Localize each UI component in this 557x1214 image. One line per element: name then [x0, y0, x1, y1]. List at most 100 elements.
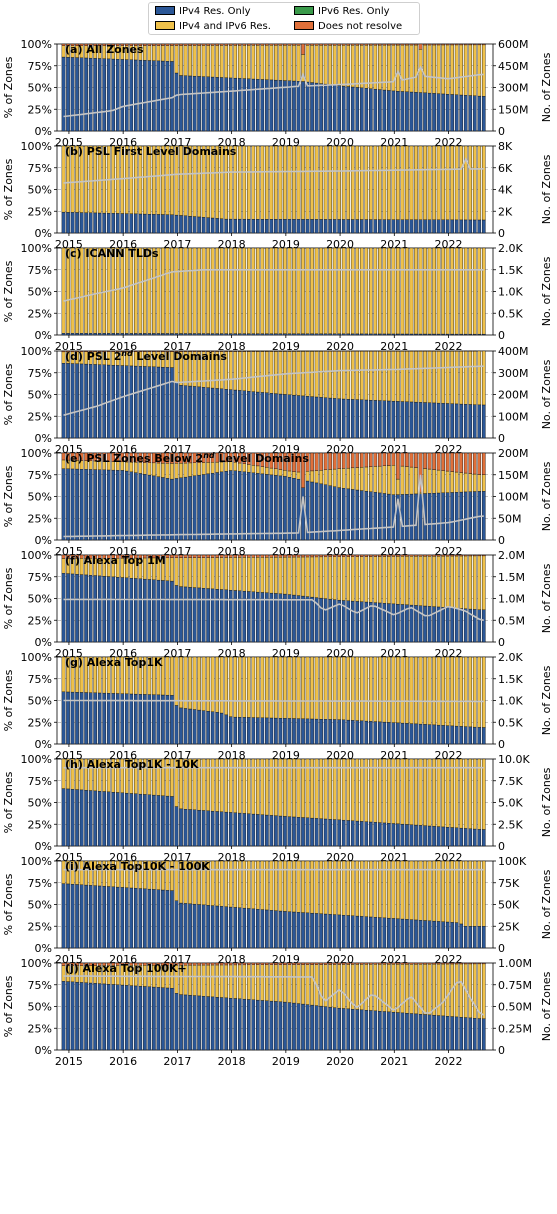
bar-ipv4 [246, 218, 251, 234]
bar-both [454, 963, 459, 1018]
bar-both [161, 860, 165, 891]
bar-none [179, 452, 183, 464]
bar-none [228, 43, 233, 46]
bar-none [409, 43, 414, 46]
bar-ipv4 [391, 722, 396, 745]
y-tick-label: 75% [28, 162, 52, 175]
bar-both [97, 860, 102, 887]
bar-none [210, 554, 215, 558]
bar-ipv4 [274, 910, 278, 949]
bar-none [188, 554, 192, 558]
bar-none [305, 962, 310, 965]
chart-title: (a) All Zones [65, 43, 144, 56]
bar-none [228, 962, 233, 966]
bar-both [269, 656, 274, 719]
bar-ipv4 [210, 76, 215, 132]
bar-none [287, 554, 292, 558]
bar-ipv4 [156, 795, 161, 847]
bar-ipv4 [391, 219, 396, 234]
bar-ipv4 [192, 587, 197, 643]
bar-both [287, 145, 292, 220]
bar-ipv4 [147, 333, 152, 336]
bar-ipv4 [61, 363, 66, 439]
bar-none [287, 962, 292, 965]
bar-ipv4 [400, 722, 405, 745]
bar-ipv4 [472, 609, 477, 643]
bar-both [93, 145, 97, 214]
bar-ipv4 [174, 333, 179, 336]
bar-none [156, 43, 161, 46]
bar-both [134, 656, 138, 695]
bar-ipv4 [427, 825, 432, 847]
bar-both [183, 557, 188, 588]
bar-none [233, 452, 238, 463]
bar-ipv4 [66, 468, 70, 541]
bar-both [459, 350, 463, 405]
bar-both [269, 247, 274, 334]
bar-ipv4 [120, 792, 125, 847]
bar-none [319, 962, 323, 965]
bar-both [418, 656, 423, 725]
bar-ipv4 [201, 217, 206, 234]
bar-ipv4 [287, 594, 292, 643]
bar-none [70, 962, 75, 966]
bar-ipv4 [256, 333, 260, 336]
bar-both [138, 145, 143, 215]
bar-both [269, 758, 274, 816]
bar-none [269, 43, 274, 46]
bar-none [319, 452, 323, 471]
bar-ipv4 [301, 718, 305, 745]
bar-none [346, 962, 351, 965]
bar-both [432, 555, 436, 607]
bar-ipv4 [445, 94, 450, 132]
bar-none [138, 350, 143, 352]
bar-both [278, 469, 283, 477]
bar-none [369, 43, 373, 46]
bar-none [414, 554, 418, 557]
bar-none [138, 452, 143, 463]
bar-ipv4 [337, 219, 341, 234]
bar-both [246, 557, 251, 592]
bar-both [265, 758, 269, 816]
bar-both [278, 656, 283, 719]
bar-both [450, 350, 454, 404]
bar-ipv4 [328, 397, 332, 439]
bar-both [192, 758, 197, 811]
bar-ipv4 [296, 1003, 301, 1051]
chart-title: (e) PSL Zones Below 2nd Level Domains [65, 451, 309, 465]
bar-both [332, 556, 337, 600]
bar-ipv4 [75, 789, 79, 847]
bar-none [454, 452, 459, 473]
bar-both [459, 472, 463, 493]
bar-ipv4 [346, 1008, 351, 1051]
bar-both [418, 860, 423, 921]
y2-axis-label: No. of Zones [540, 154, 553, 224]
bar-both [188, 964, 192, 996]
bar-ipv4 [75, 574, 79, 643]
bar-none [61, 554, 66, 559]
bar-ipv4 [337, 85, 341, 132]
bar-both [454, 471, 459, 493]
bar-both [246, 860, 251, 909]
bar-ipv4 [138, 333, 143, 336]
bar-ipv4 [228, 716, 233, 745]
bar-ipv4 [79, 469, 84, 541]
bar-both [369, 964, 373, 1011]
bar-ipv4 [170, 796, 174, 847]
bar-both [228, 964, 233, 999]
bar-none [111, 962, 116, 966]
bar-ipv4 [355, 601, 360, 643]
bar-ipv4 [224, 811, 228, 847]
bar-ipv4 [355, 219, 360, 234]
bar-ipv4 [337, 1007, 341, 1051]
bar-both [152, 45, 156, 61]
bar-both [337, 656, 341, 720]
bar-none [296, 554, 301, 558]
bar-none [405, 452, 409, 467]
bar-ipv4 [319, 719, 323, 745]
bar-ipv4 [170, 214, 174, 234]
bar-none [269, 452, 274, 469]
bar-ipv4 [314, 1005, 319, 1051]
bar-ipv4 [224, 218, 228, 234]
